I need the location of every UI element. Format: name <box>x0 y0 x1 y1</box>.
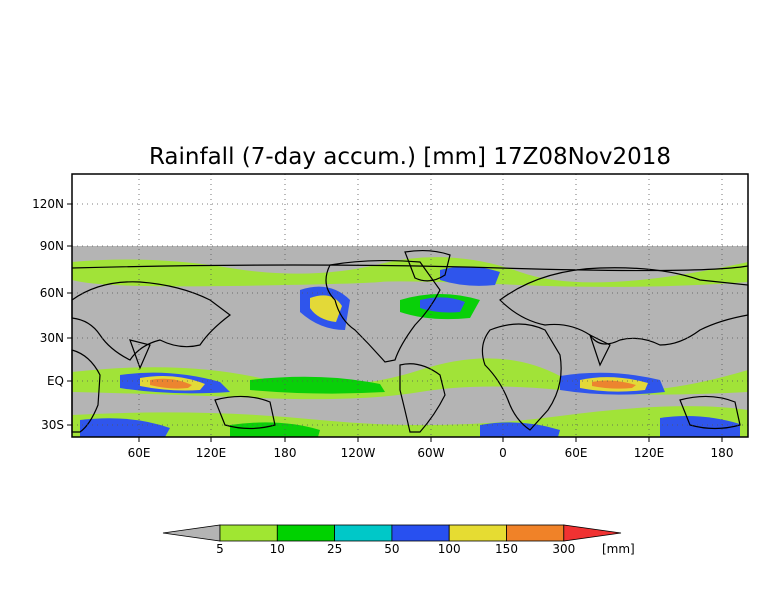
lon-tick-label: 60E <box>128 446 151 460</box>
colorbar-swatch <box>391 524 450 542</box>
colorbar-label: 50 <box>384 542 399 556</box>
colorbar-label: 150 <box>495 542 518 556</box>
rainfall-swaths <box>72 257 748 437</box>
colorbar-unit: [mm] <box>602 542 635 556</box>
lon-tick-label: 120E <box>196 446 227 460</box>
coastlines <box>71 249 749 433</box>
colorbar-swatch <box>448 524 507 542</box>
map-panel <box>71 173 749 438</box>
colorbar: 5 10 25 50 100 150 300 [mm] <box>162 524 635 556</box>
colorbar-swatch <box>506 524 565 542</box>
map-frame <box>71 173 749 438</box>
colorbar-swatch <box>334 524 393 542</box>
lat-tick-label: EQ <box>47 374 64 388</box>
latitude-axis: 120N 90N 60N 30N EQ 30S <box>32 197 72 432</box>
lon-tick-label: 180 <box>274 446 297 460</box>
colorbar-swatch <box>276 524 335 542</box>
lat-tick-label: 30N <box>40 331 64 345</box>
colorbar-label: 300 <box>552 542 575 556</box>
lat-tick-label: 90N <box>40 239 64 253</box>
lat-tick-label: 120N <box>32 197 64 211</box>
lon-tick-label: 120W <box>341 446 376 460</box>
figure-title: Rainfall (7-day accum.) [mm] 17Z08Nov201… <box>149 144 671 170</box>
lon-tick-label: 180 <box>711 446 734 460</box>
colorbar-over-triangle <box>563 524 622 542</box>
colorbar-swatch <box>219 524 278 542</box>
lon-tick-label: 60W <box>417 446 444 460</box>
lat-tick-label: 30S <box>41 418 64 432</box>
colorbar-under-triangle <box>162 524 221 542</box>
colorbar-label: 10 <box>270 542 285 556</box>
colorbar-label: 5 <box>216 542 224 556</box>
lon-tick-label: 60E <box>565 446 588 460</box>
lat-tick-label: 60N <box>40 286 64 300</box>
lon-tick-label: 0 <box>499 446 507 460</box>
lon-tick-label: 120E <box>634 446 665 460</box>
colorbar-label: 25 <box>327 542 342 556</box>
longitude-axis: 60E 120E 180 120W 60W 0 60E 120E 180 <box>128 437 734 460</box>
colorbar-label: 100 <box>438 542 461 556</box>
